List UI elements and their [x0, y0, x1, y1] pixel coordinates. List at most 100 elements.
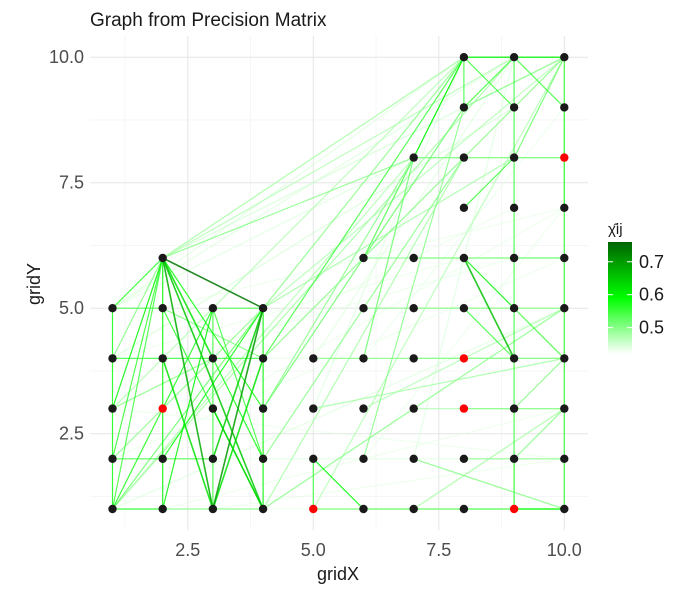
node-point: [560, 454, 569, 463]
edge-line: [312, 458, 364, 510]
node-point-highlighted: [158, 404, 167, 413]
node-point: [509, 153, 519, 162]
node-point-highlighted: [560, 153, 569, 162]
y-tick-label: 7.5: [59, 173, 84, 193]
edge-line: [262, 106, 515, 359]
node-point: [208, 404, 218, 413]
edge-line: [513, 357, 565, 410]
node-point: [560, 404, 569, 413]
node-point: [208, 354, 218, 363]
node-point: [158, 304, 167, 313]
y-tick-label: 2.5: [59, 424, 84, 444]
edge-line: [161, 257, 264, 510]
node-point-highlighted: [509, 504, 519, 514]
node-point: [158, 253, 167, 263]
edge-line: [162, 257, 264, 409]
node-point: [309, 404, 318, 413]
edge-line: [363, 207, 565, 460]
y-tick-label: 10.0: [49, 47, 84, 67]
node-point: [560, 203, 569, 212]
edge-line: [111, 257, 164, 510]
edge-line: [111, 257, 164, 459]
x-axis-label: gridX: [317, 564, 359, 584]
node-point: [309, 454, 318, 463]
edge-line: [112, 408, 565, 460]
edge-line: [162, 157, 414, 259]
y-tick-labels: 2.5 5.0 7.5 10.0: [49, 47, 84, 444]
node-point: [309, 354, 318, 363]
node-point: [108, 504, 117, 514]
node-point: [409, 404, 418, 413]
node-point: [208, 454, 218, 463]
node-point: [560, 354, 569, 363]
edge-line: [313, 357, 565, 410]
edge-line: [362, 107, 465, 459]
node-point: [108, 404, 117, 413]
edge-line: [513, 56, 565, 158]
edge-line: [413, 458, 565, 510]
edges: [111, 56, 565, 510]
node-point: [359, 304, 368, 313]
node-point: [459, 153, 469, 162]
node-point: [509, 103, 519, 112]
node-point-highlighted: [459, 404, 469, 413]
edge-line: [513, 56, 565, 108]
node-point: [359, 253, 368, 263]
edge-line: [312, 56, 565, 510]
node-point: [258, 354, 268, 363]
edge-line: [112, 307, 565, 510]
node-point: [158, 454, 167, 463]
edge-line: [362, 157, 415, 259]
edge-line: [513, 408, 565, 460]
edge-line: [112, 257, 465, 359]
node-point: [108, 304, 117, 313]
edge-line: [162, 56, 515, 259]
edge-line: [162, 56, 465, 259]
node-point: [258, 454, 268, 463]
x-tick-label: 7.5: [426, 540, 451, 560]
edge-line: [161, 257, 214, 510]
edge-line: [161, 358, 214, 510]
edge-line: [463, 157, 515, 209]
edge-line: [212, 307, 264, 460]
node-point: [459, 53, 469, 62]
node-point: [409, 354, 418, 363]
node-point: [359, 454, 368, 463]
node-point: [560, 53, 569, 62]
legend-tick-label: 0.6: [639, 285, 664, 305]
legend-colorbar: [608, 242, 632, 354]
edge-line: [463, 257, 515, 309]
node-point: [509, 404, 519, 413]
edge-line: [413, 56, 465, 158]
node-point: [509, 454, 519, 463]
x-tick-label: 10.0: [547, 540, 582, 560]
node-point: [459, 454, 469, 463]
node-point: [509, 304, 519, 313]
node-point: [409, 153, 418, 162]
edge-line: [262, 56, 465, 309]
node-point: [459, 253, 469, 263]
node-point: [509, 203, 519, 212]
node-point: [509, 53, 519, 62]
edge-line: [111, 257, 164, 409]
node-point: [560, 253, 569, 263]
edge-line: [162, 257, 515, 359]
node-point: [359, 354, 368, 363]
node-point: [459, 203, 469, 212]
edge-line: [463, 56, 515, 108]
edge-line: [212, 308, 264, 510]
edge-line: [162, 257, 264, 309]
edge-line: [212, 358, 264, 510]
node-point: [108, 454, 117, 463]
node-point: [409, 454, 418, 463]
edge-line: [112, 257, 164, 309]
node-point: [208, 504, 218, 514]
edge-line: [363, 107, 565, 359]
node-point-highlighted: [459, 354, 469, 363]
node-point: [560, 504, 569, 514]
node-point: [560, 103, 569, 112]
node-point: [459, 304, 469, 313]
legend-ticks: 0.5 0.6 0.7: [608, 252, 664, 338]
